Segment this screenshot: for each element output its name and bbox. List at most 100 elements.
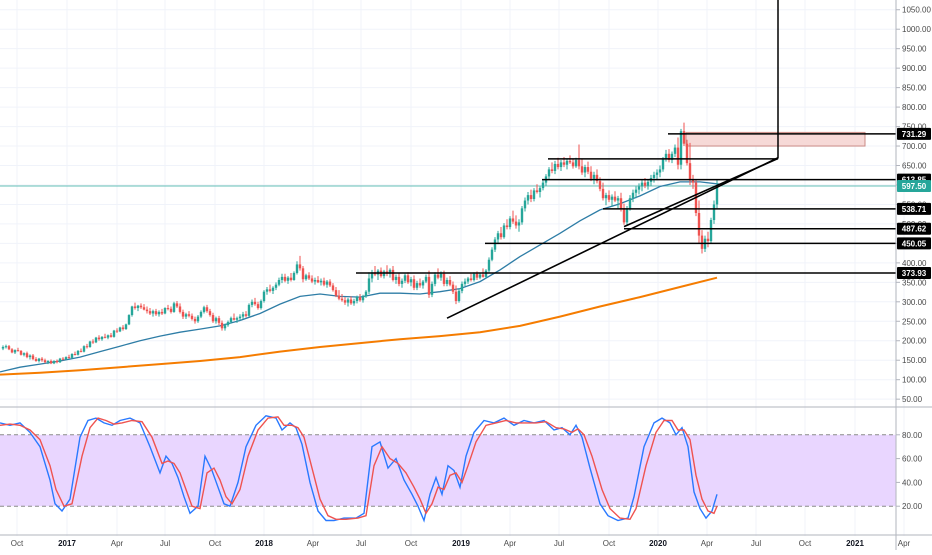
candle[interactable]	[25, 351, 29, 359]
candle[interactable]	[346, 297, 350, 307]
candle[interactable]	[628, 195, 632, 211]
candle[interactable]	[547, 167, 551, 180]
candle[interactable]	[679, 128, 683, 170]
candle[interactable]	[553, 160, 557, 175]
candle[interactable]	[529, 189, 533, 203]
candle[interactable]	[187, 311, 191, 318]
candle[interactable]	[580, 159, 584, 175]
candle[interactable]	[241, 311, 245, 319]
candle[interactable]	[436, 268, 440, 280]
candle[interactable]	[295, 261, 299, 275]
candle[interactable]	[106, 334, 110, 340]
candle[interactable]	[523, 197, 527, 212]
candle[interactable]	[196, 315, 200, 323]
candle[interactable]	[238, 314, 242, 321]
candle[interactable]	[466, 276, 470, 284]
candle[interactable]	[700, 230, 704, 254]
candle[interactable]	[193, 316, 197, 324]
candle[interactable]	[55, 359, 59, 364]
candle[interactable]	[85, 343, 89, 349]
candle[interactable]	[577, 144, 581, 170]
candle[interactable]	[28, 354, 32, 360]
candle[interactable]	[58, 357, 62, 363]
candle[interactable]	[268, 284, 272, 293]
candle[interactable]	[616, 195, 620, 209]
drawings-layer[interactable]	[356, 0, 896, 319]
candle[interactable]	[172, 301, 176, 313]
candle[interactable]	[115, 328, 119, 333]
candle[interactable]	[550, 162, 554, 174]
candle[interactable]	[421, 279, 425, 289]
candle[interactable]	[244, 311, 248, 318]
candle[interactable]	[178, 303, 182, 314]
candle[interactable]	[211, 312, 215, 323]
candle[interactable]	[688, 142, 692, 185]
candle[interactable]	[667, 149, 671, 163]
candle[interactable]	[418, 278, 422, 288]
candle[interactable]	[451, 281, 455, 295]
candle[interactable]	[499, 227, 503, 240]
candle[interactable]	[49, 359, 53, 365]
candle[interactable]	[535, 184, 539, 194]
candle[interactable]	[622, 203, 626, 225]
candle[interactable]	[40, 357, 44, 362]
candle[interactable]	[262, 290, 266, 303]
candle[interactable]	[43, 358, 47, 364]
candle[interactable]	[445, 277, 449, 287]
candle[interactable]	[490, 247, 494, 262]
candle[interactable]	[199, 310, 203, 319]
candle[interactable]	[130, 305, 134, 317]
candle[interactable]	[160, 308, 164, 316]
candle[interactable]	[217, 315, 221, 326]
candle[interactable]	[307, 272, 311, 280]
candle[interactable]	[526, 191, 530, 205]
candle[interactable]	[505, 219, 509, 230]
candle[interactable]	[286, 276, 290, 284]
candle[interactable]	[637, 183, 641, 195]
candle[interactable]	[691, 174, 695, 189]
candle[interactable]	[367, 272, 371, 295]
candle[interactable]	[559, 160, 563, 171]
candle[interactable]	[67, 354, 71, 359]
candle[interactable]	[424, 274, 428, 284]
candle[interactable]	[655, 169, 659, 181]
candle[interactable]	[361, 294, 365, 303]
candle[interactable]	[118, 326, 122, 333]
candle[interactable]	[331, 283, 335, 292]
candle[interactable]	[394, 274, 398, 284]
candle[interactable]	[52, 360, 56, 365]
candle[interactable]	[253, 297, 257, 306]
candle[interactable]	[94, 336, 98, 344]
candle[interactable]	[37, 357, 41, 363]
candle[interactable]	[409, 276, 413, 287]
candle[interactable]	[364, 290, 368, 298]
candle[interactable]	[109, 332, 113, 338]
candle[interactable]	[634, 186, 638, 199]
candle[interactable]	[358, 294, 362, 302]
candle[interactable]	[583, 164, 587, 178]
candle[interactable]	[235, 316, 239, 323]
candle[interactable]	[640, 180, 644, 192]
candle[interactable]	[460, 281, 464, 294]
candle[interactable]	[289, 272, 293, 282]
candle[interactable]	[46, 360, 50, 365]
candle[interactable]	[31, 353, 35, 361]
candle[interactable]	[310, 275, 314, 284]
candle[interactable]	[541, 180, 545, 191]
candle[interactable]	[472, 272, 476, 282]
candle[interactable]	[229, 316, 233, 324]
candle[interactable]	[565, 158, 569, 170]
candle[interactable]	[340, 294, 344, 302]
candle[interactable]	[283, 273, 287, 283]
candle[interactable]	[517, 219, 521, 232]
candle[interactable]	[76, 350, 80, 356]
candle[interactable]	[136, 304, 140, 312]
candle[interactable]	[709, 217, 713, 244]
candle[interactable]	[133, 302, 137, 310]
candle[interactable]	[676, 137, 680, 170]
candle[interactable]	[298, 255, 302, 271]
candle[interactable]	[631, 189, 635, 203]
candle[interactable]	[16, 347, 20, 352]
candle[interactable]	[34, 357, 38, 362]
